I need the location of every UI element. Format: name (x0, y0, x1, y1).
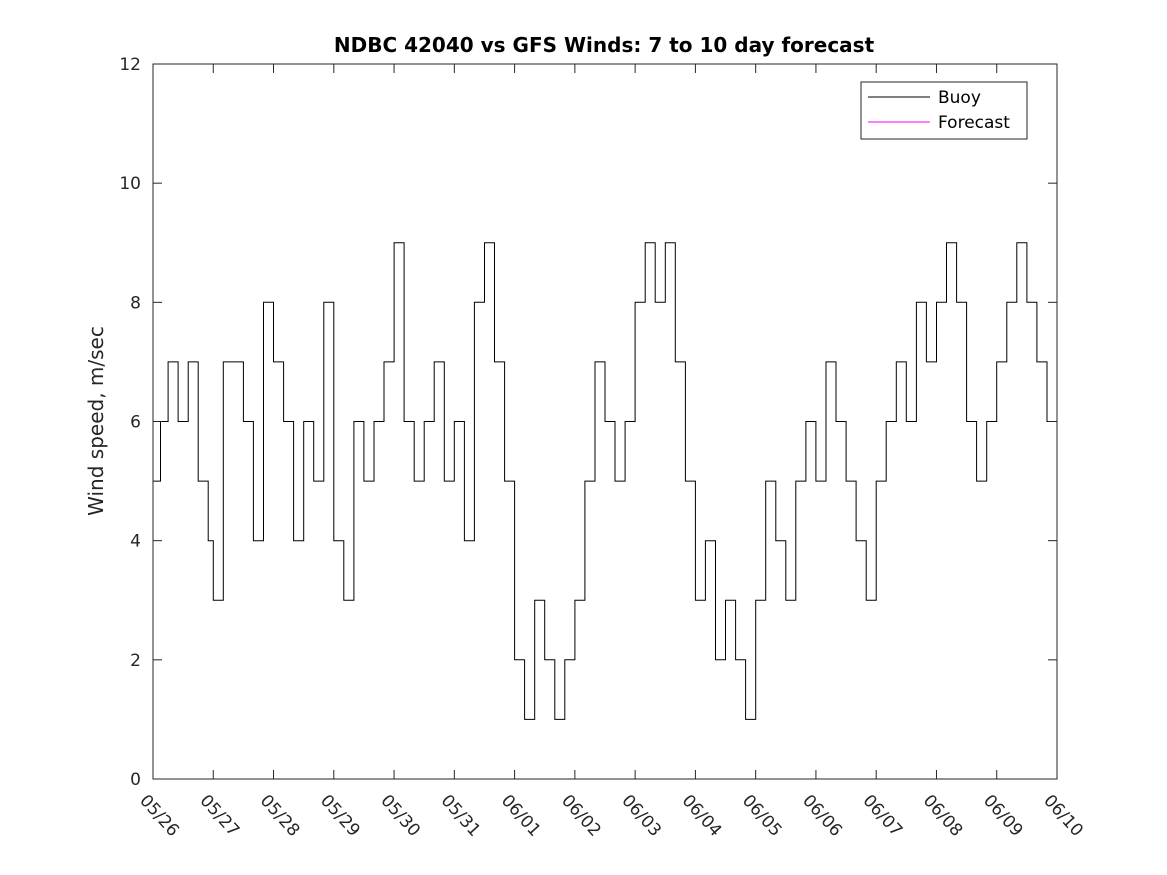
legend: Buoy Forecast (860, 81, 1028, 140)
series-line-buoy (153, 242, 1057, 720)
legend-box (860, 81, 1028, 140)
y-tick-label: 12 (119, 55, 141, 75)
y-tick-label: 2 (130, 651, 141, 671)
plot-content (153, 242, 1057, 720)
legend-label-buoy: Buoy (938, 88, 981, 108)
y-tick-label: 10 (119, 174, 141, 194)
chart-title: NDBC 42040 vs GFS Winds: 7 to 10 day for… (334, 33, 875, 57)
y-tick-label: 6 (130, 413, 141, 433)
y-tick-label: 4 (130, 532, 141, 552)
legend-label-forecast: Forecast (938, 113, 1010, 133)
y-axis: 0 2 4 6 8 10 12 (119, 55, 1057, 790)
y-tick-label: 0 (130, 770, 141, 790)
y-axis-label: Wind speed, m/sec (84, 326, 108, 516)
y-tick-label: 8 (130, 293, 141, 313)
